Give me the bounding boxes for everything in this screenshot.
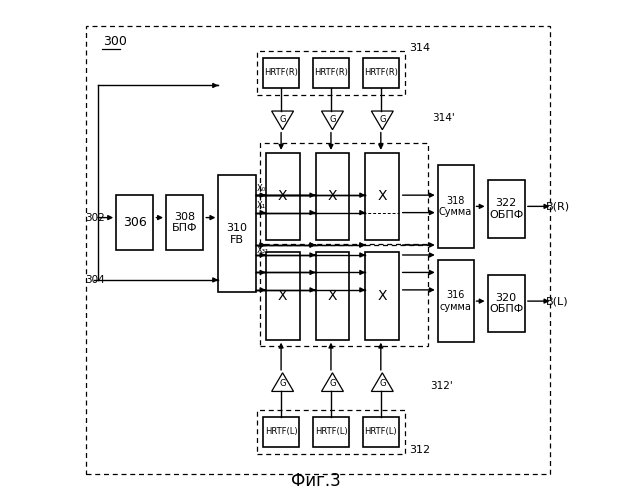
FancyBboxPatch shape [218, 175, 256, 292]
Text: HRTF(L): HRTF(L) [265, 428, 297, 436]
Text: 304: 304 [85, 275, 105, 285]
Text: X: X [327, 289, 337, 303]
Text: G: G [379, 378, 386, 388]
Text: HRTF(R): HRTF(R) [364, 68, 398, 78]
Text: 314: 314 [410, 43, 430, 53]
FancyBboxPatch shape [365, 153, 399, 240]
Polygon shape [321, 111, 343, 130]
FancyBboxPatch shape [316, 252, 350, 340]
Text: HRTF(R): HRTF(R) [314, 68, 348, 78]
FancyBboxPatch shape [266, 252, 300, 340]
Text: B(L): B(L) [546, 296, 569, 306]
FancyBboxPatch shape [488, 275, 525, 332]
FancyBboxPatch shape [116, 195, 153, 250]
Text: HRTF(L): HRTF(L) [365, 428, 397, 436]
Text: 322
ОБПФ: 322 ОБПФ [489, 198, 523, 220]
Text: G: G [280, 115, 286, 124]
Text: B(R): B(R) [546, 202, 570, 211]
Text: X: X [327, 190, 337, 203]
Text: 314': 314' [432, 113, 455, 123]
FancyBboxPatch shape [266, 153, 300, 240]
Text: 302: 302 [85, 212, 105, 222]
FancyBboxPatch shape [365, 252, 399, 340]
Text: X: X [377, 289, 387, 303]
Text: 320
ОБПФ: 320 ОБПФ [489, 293, 523, 314]
Text: HRTF(R): HRTF(R) [264, 68, 298, 78]
FancyBboxPatch shape [363, 58, 399, 88]
Text: X: X [278, 289, 287, 303]
FancyBboxPatch shape [488, 180, 525, 238]
Text: 312': 312' [430, 380, 453, 390]
Text: G: G [379, 115, 386, 124]
Text: Фиг.3: Фиг.3 [291, 472, 340, 490]
Polygon shape [271, 373, 293, 392]
Polygon shape [271, 111, 293, 130]
Polygon shape [372, 373, 393, 392]
Text: 316
сумма: 316 сумма [440, 290, 471, 312]
Text: X₃₁: X₃₁ [257, 246, 269, 255]
FancyBboxPatch shape [313, 58, 349, 88]
Text: G: G [329, 378, 336, 388]
Text: X₀: X₀ [257, 184, 266, 192]
FancyBboxPatch shape [438, 260, 473, 342]
Text: 312: 312 [410, 446, 430, 456]
FancyBboxPatch shape [438, 165, 473, 248]
Text: X: X [278, 190, 287, 203]
Polygon shape [372, 111, 393, 130]
Text: 300: 300 [103, 35, 126, 48]
Text: 306: 306 [123, 216, 146, 229]
Polygon shape [321, 373, 343, 392]
Text: 308
БПФ: 308 БПФ [172, 212, 198, 234]
FancyBboxPatch shape [166, 195, 203, 250]
FancyBboxPatch shape [263, 417, 299, 447]
Text: G: G [329, 115, 336, 124]
Text: X₁: X₁ [257, 201, 266, 210]
FancyBboxPatch shape [363, 417, 399, 447]
Text: X: X [377, 190, 387, 203]
Text: 318
Сумма: 318 Сумма [439, 196, 472, 217]
FancyBboxPatch shape [263, 58, 299, 88]
Text: HRTF(L): HRTF(L) [315, 428, 347, 436]
FancyBboxPatch shape [313, 417, 349, 447]
Text: 310
FB: 310 FB [227, 223, 247, 244]
FancyBboxPatch shape [316, 153, 350, 240]
Text: G: G [280, 378, 286, 388]
